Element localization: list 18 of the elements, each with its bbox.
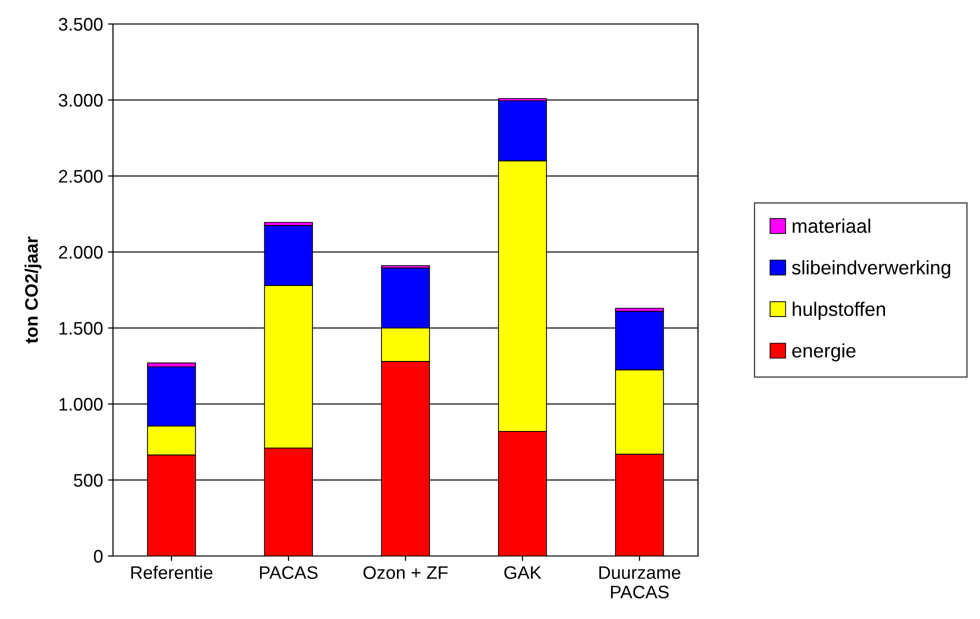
- y-tick-label: 500: [74, 474, 103, 487]
- x-tick-label: GAK: [504, 566, 542, 579]
- y-tick-label: 1.000: [59, 398, 103, 411]
- legend-label: materiaal: [792, 218, 870, 233]
- x-tick-label: Ozon + ZF: [363, 566, 448, 579]
- legend-label: hulpstoffen: [792, 302, 885, 320]
- x-tick-label: Referentie: [131, 566, 212, 579]
- legend-label: energie: [792, 343, 856, 362]
- y-tick-label: 3.500: [58, 18, 103, 31]
- y-tick-label: 1.500: [59, 322, 103, 335]
- legend-label: slibeindverwerking: [792, 260, 950, 278]
- y-tick-label: 3.000: [58, 94, 103, 107]
- y-axis-title: ton CO2/jaar: [24, 236, 42, 344]
- y-tick-label: 0: [94, 550, 103, 563]
- y-tick-label: 2.500: [59, 170, 103, 183]
- x-tick-label: Duurzame PACAS: [599, 566, 680, 598]
- y-tick-label: 2.000: [59, 246, 103, 259]
- x-tick-label: PACAS: [260, 566, 318, 579]
